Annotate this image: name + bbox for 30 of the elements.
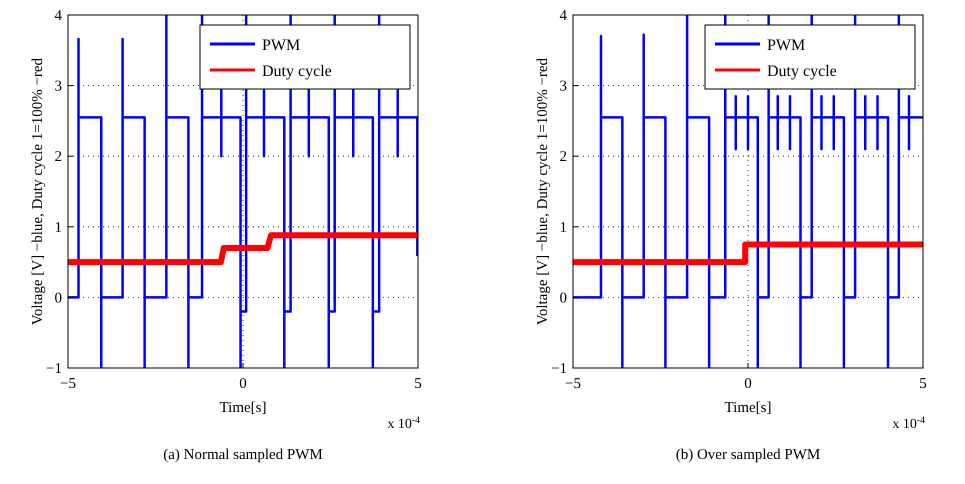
y-tick-label: −1	[46, 361, 62, 377]
legend-label: Duty cycle	[767, 63, 837, 80]
y-tick-label: −1	[551, 361, 567, 377]
y-tick-label: 2	[560, 149, 567, 166]
x-tick-label: 0	[744, 376, 752, 392]
y-tick-label: 1	[560, 220, 567, 236]
x-tick-label: −5	[565, 376, 581, 392]
legend-label: PWM	[262, 37, 300, 54]
y-tick-label: 1	[54, 220, 62, 236]
y-tick-label: 2	[54, 149, 62, 166]
y-tick-label: 3	[54, 78, 62, 95]
y-tick-label: 4	[560, 8, 568, 24]
x-tick-label: 5	[919, 376, 927, 392]
x-axis-title: Time[s]	[220, 400, 266, 416]
y-tick-label: 3	[560, 78, 567, 95]
y-tick-label: 0	[560, 290, 567, 306]
legend-label: Duty cycle	[262, 63, 332, 80]
text: (a) Normal sampled PWM	[163, 447, 323, 463]
text: x 10$^{-4}$	[387, 414, 420, 432]
y-axis-title: Voltage [V] −blue, Duty cycle 1=100% −red	[30, 57, 46, 326]
x-tick-label: 5	[414, 376, 422, 392]
text: (b) Over sampled PWM	[676, 447, 820, 463]
y-tick-label: 4	[54, 8, 62, 24]
x-tick-label: −5	[60, 376, 76, 392]
x-tick-label: 0	[239, 376, 247, 392]
legend-label: PWM	[767, 37, 806, 54]
x-axis-title: Time[s]	[724, 400, 772, 416]
text: x 10$^{-4}$	[892, 414, 926, 432]
y-axis-title: Voltage [V] −blue, Duty cycle 1=100% −red	[535, 57, 551, 326]
y-tick-label: 0	[54, 290, 62, 306]
